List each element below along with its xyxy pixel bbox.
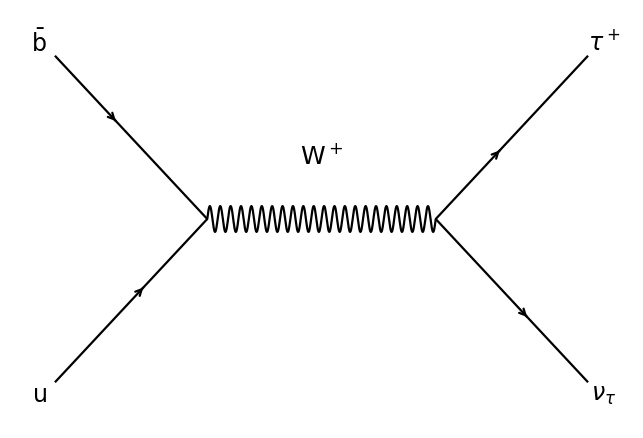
- Text: $\mathrm{u}$: $\mathrm{u}$: [32, 383, 46, 407]
- Text: $\nu_\tau$: $\nu_\tau$: [592, 383, 617, 407]
- Text: $\mathrm{W}^+$: $\mathrm{W}^+$: [300, 144, 343, 169]
- Text: $\tau^+$: $\tau^+$: [588, 30, 620, 55]
- Text: $\bar{\mathrm{b}}$: $\bar{\mathrm{b}}$: [32, 29, 47, 57]
